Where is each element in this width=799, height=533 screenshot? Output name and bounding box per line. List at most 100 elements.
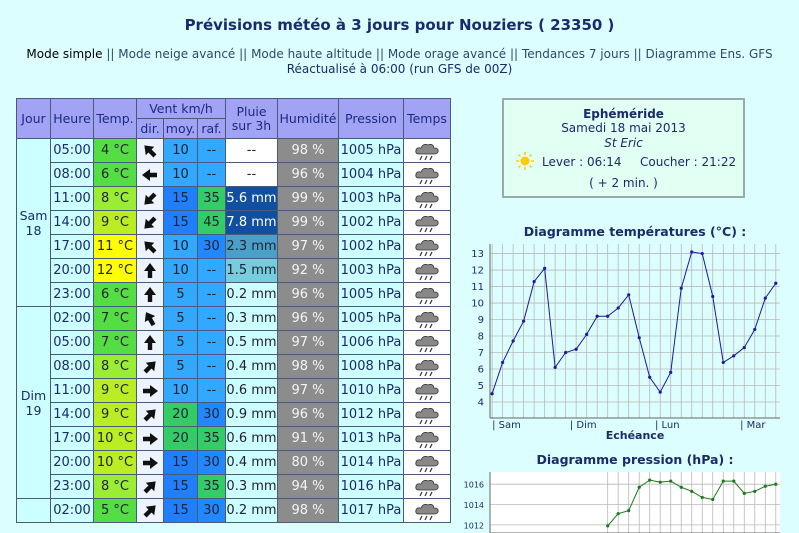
weather-cell — [403, 474, 451, 499]
point — [501, 360, 505, 365]
hour-cell: 02:00 — [50, 306, 94, 331]
col-header: Vent km/h — [136, 98, 226, 119]
point — [732, 479, 736, 483]
weather-icon — [415, 191, 439, 208]
arrow — [144, 215, 157, 229]
weather-cell — [403, 282, 451, 307]
forecast-row: 08:00 6 °C 10 -- -- 96 % 1004 hPa — [17, 162, 451, 187]
weather-cell — [403, 138, 451, 163]
cloud — [415, 143, 439, 154]
hour-cell: 05:00 — [50, 330, 94, 355]
point — [648, 478, 652, 482]
rain — [419, 395, 433, 400]
dir-cell — [136, 378, 164, 403]
col-header: dir. — [136, 118, 164, 139]
rain — [419, 347, 433, 352]
arrow — [142, 168, 157, 181]
cloud — [415, 455, 439, 466]
wind-avg-cell: 5 — [163, 282, 198, 307]
x-tick-label: | Dim — [570, 420, 597, 431]
wind-gust-cell: 30 — [197, 402, 226, 427]
weather-cell — [403, 162, 451, 187]
dir-cell — [136, 138, 164, 163]
y-tick-label: 5 — [478, 381, 484, 392]
mode-link[interactable]: Mode orage avancé — [387, 47, 507, 61]
weather-icon — [415, 359, 439, 376]
dir-cell — [136, 354, 164, 379]
hour-cell: 23:00 — [50, 474, 94, 499]
pressure-cell: 1005 hPa — [338, 138, 404, 163]
y-tick-label: 11 — [471, 282, 484, 293]
wind-avg-cell: 15 — [163, 498, 198, 523]
hour-cell: 17:00 — [50, 234, 94, 259]
wind-arrow — [143, 360, 156, 374]
arrow — [143, 408, 156, 422]
rain-cell: 7.8 mm — [225, 210, 278, 235]
rain — [419, 443, 433, 448]
mode-link[interactable]: Diagramme Ens. GFS — [645, 47, 773, 61]
humidity-cell: 97 % — [277, 378, 339, 403]
wind-arrow — [144, 144, 157, 158]
rain-cell: 0.4 mm — [225, 354, 278, 379]
chart-title: Diagramme pression (hPa) : — [536, 452, 733, 467]
ephemeride-box: Ephéméride Samedi 18 mai 2013 St Eric Le… — [502, 98, 745, 198]
pressure-cell: 1005 hPa — [338, 306, 404, 331]
weather-icon — [415, 407, 439, 424]
temp-cell: 8 °C — [93, 474, 137, 499]
cloud — [415, 479, 439, 490]
wind-gust-cell: -- — [197, 330, 226, 355]
temp-cell: 11 °C — [93, 234, 137, 259]
wind-avg-cell: 20 — [163, 402, 198, 427]
forecast-row: 23:00 6 °C 5 -- 0.2 mm 96 % 1005 hPa — [17, 282, 451, 307]
y-tick-label: 7 — [478, 348, 484, 359]
weather-icon — [415, 383, 439, 400]
point — [511, 339, 515, 343]
point — [774, 281, 778, 285]
pressure-cell: 1008 hPa — [338, 354, 404, 379]
y-tick-label: 13 — [471, 249, 484, 260]
wind-arrow — [143, 480, 156, 494]
rain-cell: 2.3 mm — [225, 234, 278, 259]
point — [774, 482, 778, 486]
rain-cell: 0.3 mm — [225, 474, 278, 499]
point — [627, 509, 631, 513]
cloud — [415, 383, 439, 394]
rain-cell: 0.3 mm — [225, 306, 278, 331]
point — [637, 336, 641, 340]
rain — [419, 515, 433, 520]
point — [564, 350, 568, 355]
arrow — [144, 334, 156, 350]
arrow — [144, 262, 156, 278]
weather-cell — [403, 378, 451, 403]
humidity-cell: 98 % — [277, 354, 339, 379]
dir-cell — [136, 282, 164, 307]
humidity-cell: 96 % — [277, 306, 339, 331]
temp-cell: 8 °C — [93, 186, 137, 211]
col-header: Jour — [16, 98, 51, 139]
point — [742, 345, 746, 350]
point — [669, 479, 673, 483]
mode-link[interactable]: Mode neige avancé — [118, 47, 236, 61]
wind-avg-cell: 10 — [163, 258, 198, 283]
mode-link[interactable]: Mode haute altitude — [251, 47, 373, 61]
mode-link[interactable]: Tendances 7 jours — [521, 47, 630, 61]
mode-link[interactable]: Mode simple — [26, 47, 103, 61]
cloud — [415, 287, 439, 298]
wind-arrow — [144, 334, 156, 350]
dir-cell — [136, 162, 164, 187]
weather-icon — [415, 335, 439, 352]
weather-icon — [415, 263, 439, 280]
eph-coucher: Coucher : 21:22 — [640, 155, 737, 169]
temp-cell: 4 °C — [93, 138, 137, 163]
point — [732, 354, 736, 358]
pressure-cell: 1006 hPa — [338, 330, 404, 355]
eph-date: Samedi 18 mai 2013 — [561, 121, 686, 135]
point — [721, 360, 725, 365]
wind-avg-cell: 5 — [163, 306, 198, 331]
rain-cell: -- — [225, 138, 278, 163]
weather-icon — [415, 431, 439, 448]
y-tick-label: 1014 — [464, 501, 484, 510]
point — [606, 524, 610, 528]
forecast-row: 17:00 11 °C 10 30 2.3 mm 97 % 1002 hPa — [17, 234, 451, 259]
